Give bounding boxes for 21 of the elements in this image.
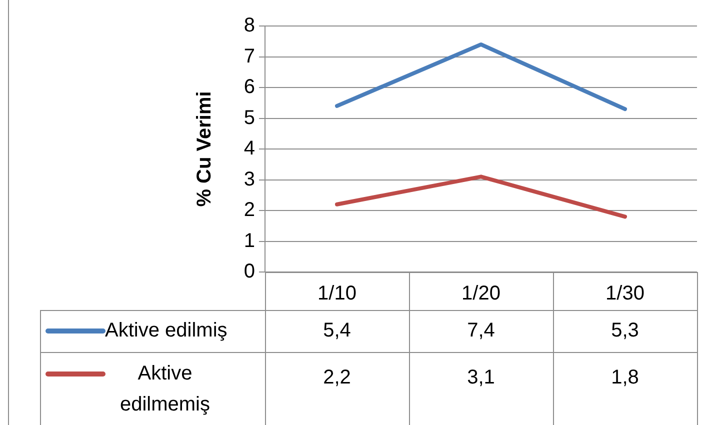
data-label: 5,4 xyxy=(323,320,351,342)
y-tick-label: 4 xyxy=(244,138,255,160)
legend-label: Aktive edilmiş xyxy=(105,320,228,342)
y-tick-label: 2 xyxy=(244,199,255,222)
y-tick-label: 6 xyxy=(244,76,255,98)
x-tick-label: 1/30 xyxy=(606,282,644,305)
x-tick-label: 1/20 xyxy=(462,282,500,305)
y-tick-label: 3 xyxy=(244,168,255,190)
legend-label: Aktive edilmemiş xyxy=(120,362,210,416)
data-label: 1,8 xyxy=(611,366,639,389)
y-tick-label: 5 xyxy=(244,106,255,129)
data-label: 3,1 xyxy=(467,366,495,389)
x-tick-label: 1/10 xyxy=(318,282,356,305)
data-label: 2,2 xyxy=(323,366,351,389)
data-label: 5,3 xyxy=(611,320,639,342)
y-tick-label: 1 xyxy=(244,230,255,252)
data-label: 7,4 xyxy=(467,320,495,342)
y-tick-label: 7 xyxy=(244,45,255,68)
y-tick-label: 0 xyxy=(244,260,255,283)
y-axis-title: % Cu Verimi xyxy=(194,91,216,207)
y-tick-label: 8 xyxy=(244,14,255,37)
